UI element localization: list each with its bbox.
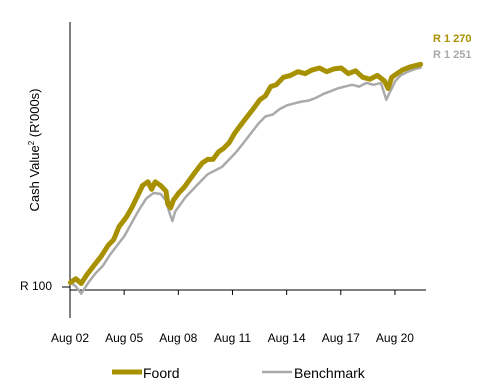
x-tick-label: Aug 11	[214, 331, 251, 345]
x-tick-label: Aug 14	[268, 331, 306, 345]
legend-label-foord: Foord	[143, 365, 180, 381]
y-start-label: R 100	[20, 279, 52, 293]
x-tick-label: Aug 05	[105, 331, 143, 345]
end-label-benchmark: R 1 251	[433, 49, 472, 61]
end-labels: R 1 270 R 1 251	[433, 33, 472, 61]
y-axis-label-sup: 2	[27, 140, 36, 145]
series-line-benchmark	[69, 66, 422, 295]
end-label-foord: R 1 270	[433, 33, 472, 45]
y-axis-label-unit: (R'000s)	[27, 88, 42, 140]
series-line-foord	[67, 61, 424, 286]
legend-label-benchmark: Benchmark	[294, 365, 366, 381]
x-tick-labels: Aug 02 Aug 05 Aug 08 Aug 11 Aug 14 Aug 17 Aug …	[51, 290, 414, 345]
y-axis-label-main: Cash Value	[27, 145, 42, 211]
x-tick-label: Aug 17	[322, 331, 360, 345]
x-tick-label: Aug 20	[376, 331, 414, 345]
x-tick-label: Aug 08	[159, 331, 197, 345]
y-axis-label: Cash Value2 (R'000s)	[27, 88, 42, 211]
axes	[62, 22, 426, 318]
x-tick-label: Aug 02	[51, 331, 89, 345]
series-layer	[67, 61, 424, 295]
legend: Foord Benchmark	[112, 365, 366, 381]
